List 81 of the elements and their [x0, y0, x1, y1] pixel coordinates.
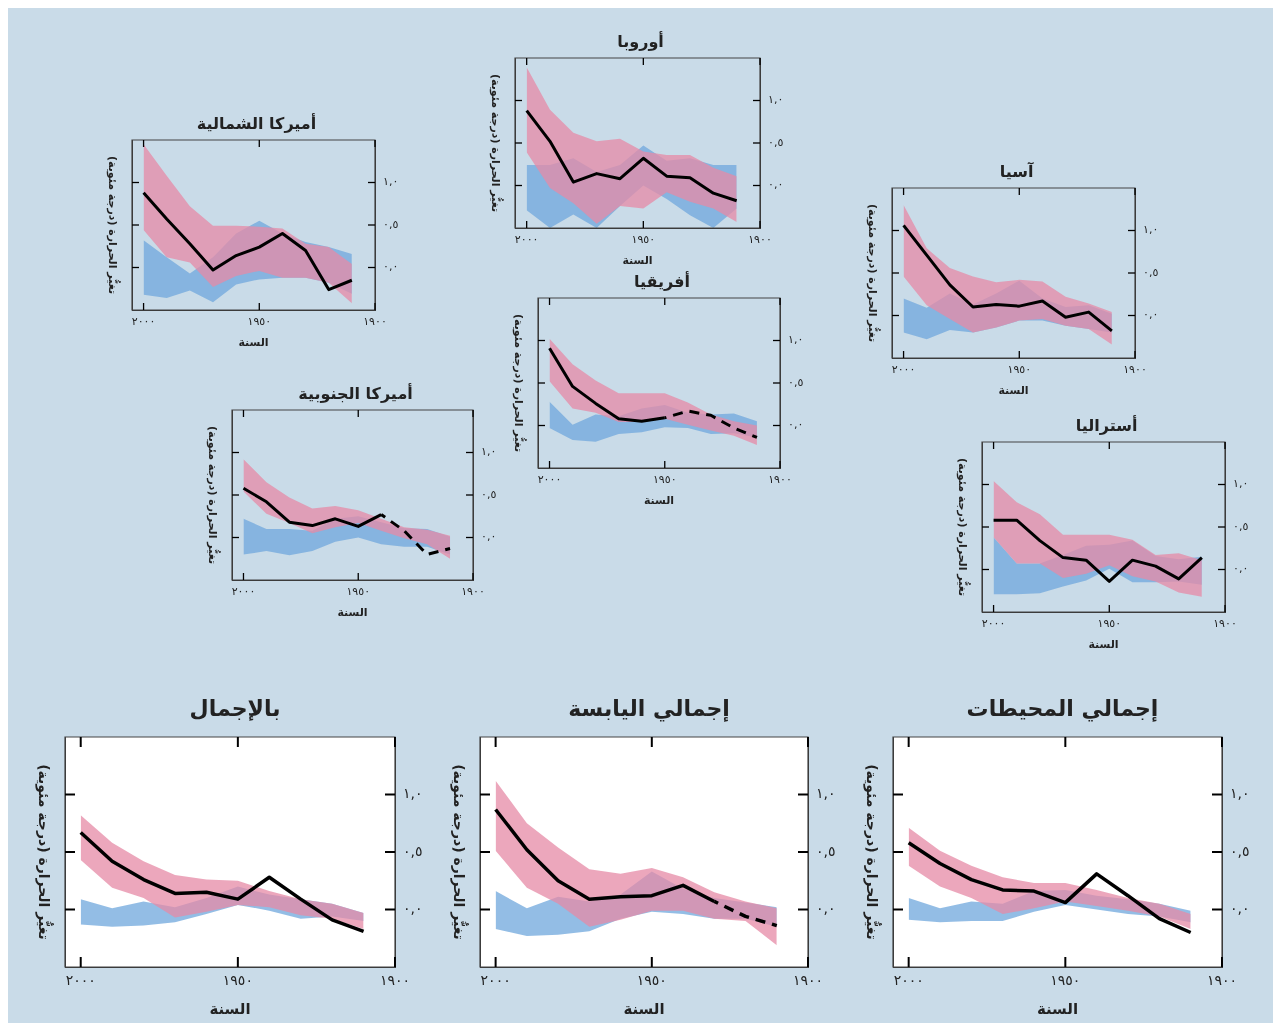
- y-tick-label: ٠,٠: [1230, 900, 1250, 917]
- y-tick-label: ٠,٥: [383, 217, 399, 231]
- x-tick-label: ٢٠٠٠: [981, 617, 1006, 631]
- x-axis-title: السنة: [337, 606, 368, 620]
- y-tick-label: ٠,٠: [383, 260, 399, 274]
- x-tick-label: ١٩٠٠: [1123, 363, 1147, 377]
- x-tick-label: ٢٠٠٠: [131, 315, 156, 329]
- y-tick-label: ١,٠: [1143, 223, 1159, 237]
- y-tick-label: ٠,٥: [1233, 519, 1249, 533]
- x-tick-label: ١٩٥٠: [631, 233, 656, 247]
- x-tick-label: ١٩٥٠: [636, 972, 667, 989]
- chart-title: أميركا الشمالية: [196, 112, 317, 133]
- y-tick-label: ٠,٥: [1230, 842, 1250, 859]
- y-axis-title: تغيُّر الحرارة (درجة مئوية): [866, 203, 882, 343]
- x-tick-label: ١٩٥٠: [222, 972, 253, 989]
- y-tick-label: ٠,٥: [1143, 265, 1159, 279]
- chart-title: أوروبا: [617, 30, 664, 51]
- y-tick-label: ٠,٥: [788, 375, 804, 389]
- y-tick-label: ٠,٠: [403, 900, 423, 917]
- chart-title: أميركا الجنوبية: [298, 382, 413, 403]
- x-axis-title: السنة: [623, 999, 665, 1018]
- x-tick-label: ١٩٠٠: [1213, 617, 1237, 631]
- x-axis-title: السنة: [622, 254, 653, 268]
- x-tick-label: ٢٠٠٠: [893, 972, 924, 989]
- chart-title: أستراليا: [1075, 414, 1138, 435]
- chart-title: بالإجمال: [189, 695, 281, 721]
- x-tick-label: ٢٠٠٠: [65, 972, 96, 989]
- y-tick-label: ١,٠: [1233, 477, 1249, 491]
- y-axis-title: تغيُّر الحرارة (درجة مئوية): [863, 764, 882, 940]
- y-tick-label: ٠,٠: [1143, 308, 1159, 322]
- x-axis-title: السنة: [643, 494, 675, 508]
- x-tick-label: ١٩٠٠: [748, 233, 772, 247]
- x-tick-label: ١٩٠٠: [379, 972, 411, 989]
- y-tick-label: ٠,٠: [481, 530, 497, 544]
- y-tick-label: ٠,٠: [816, 900, 836, 917]
- y-tick-label: ٠,٠: [768, 178, 784, 192]
- y-axis-title: تغيُّر الحرارة (درجة مئوية): [956, 457, 972, 597]
- y-tick-label: ١,٠: [481, 445, 497, 459]
- y-axis-title: تغيُّر الحرارة (درجة مئوية): [35, 764, 54, 940]
- x-tick-label: ٢٠٠٠: [537, 473, 562, 487]
- y-tick-label: ١,٠: [1230, 785, 1250, 802]
- x-tick-label: ١٩٥٠: [652, 473, 677, 487]
- y-tick-label: ٠,٥: [403, 842, 423, 859]
- y-tick-label: ١,٠: [816, 785, 836, 802]
- x-axis-title: السنة: [1036, 999, 1079, 1018]
- y-tick-label: ٠,٥: [481, 487, 497, 501]
- x-tick-label: ١٩٠٠: [1206, 972, 1238, 989]
- y-tick-label: ١,٠: [403, 785, 423, 802]
- x-tick-label: ١٩٠٠: [461, 585, 485, 599]
- x-axis-title: السنة: [1088, 638, 1119, 652]
- x-tick-label: ٢٠٠٠: [231, 585, 256, 599]
- chart-title: إجمالي اليابسة: [568, 695, 730, 722]
- x-axis-title: السنة: [238, 336, 269, 350]
- x-tick-label: ٢٠٠٠: [480, 972, 511, 989]
- x-tick-label: ١٩٥٠: [1007, 363, 1032, 377]
- x-tick-label: ١٩٥٠: [346, 585, 371, 599]
- y-axis-title: تغيُّر الحرارة (درجة مئوية): [489, 73, 505, 213]
- y-axis-title: تغيُّر الحرارة (درجة مئوية): [450, 764, 469, 940]
- x-tick-label: ١٩٠٠: [363, 315, 387, 329]
- chart-title: آسيا: [999, 160, 1034, 181]
- x-axis-title: السنة: [209, 999, 251, 1018]
- x-tick-label: ١٩٠٠: [792, 972, 824, 989]
- y-axis-title: تغيُّر الحرارة (درجة مئوية): [512, 313, 528, 453]
- chart-title: أفريقيا: [634, 270, 690, 291]
- x-tick-label: ١٩٠٠: [768, 473, 792, 487]
- y-tick-label: ٠,٥: [816, 842, 836, 859]
- y-tick-label: ٠,٥: [768, 135, 784, 149]
- y-tick-label: ٠,٠: [788, 418, 804, 432]
- y-tick-label: ١,٠: [788, 333, 804, 347]
- y-tick-label: ١,٠: [768, 93, 784, 107]
- y-axis-title: تغيُّر الحرارة (درجة مئوية): [206, 425, 222, 565]
- x-tick-label: ٢٠٠٠: [891, 363, 916, 377]
- x-tick-label: ١٩٥٠: [1050, 972, 1081, 989]
- y-tick-label: ٠,٠: [1233, 562, 1249, 576]
- y-axis-title: تغيُّر الحرارة (درجة مئوية): [106, 155, 122, 295]
- x-tick-label: ١٩٥٠: [1097, 617, 1122, 631]
- y-tick-label: ١,٠: [383, 175, 399, 189]
- x-tick-label: ١٩٥٠: [247, 315, 272, 329]
- x-tick-label: ٢٠٠٠: [514, 233, 539, 247]
- x-axis-title: السنة: [998, 384, 1029, 398]
- chart-title: إجمالي المحيطات: [966, 695, 1159, 722]
